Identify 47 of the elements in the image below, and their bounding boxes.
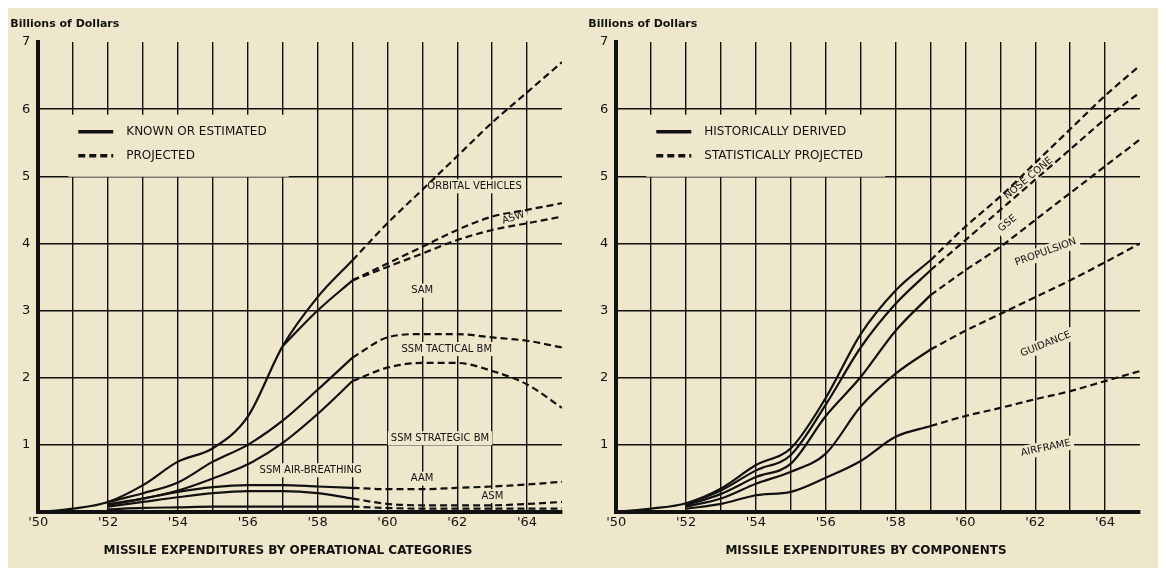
y-tick-label: 2 [599, 369, 609, 385]
x-tick-label: '56 [237, 514, 258, 530]
x-tick-label: '60 [955, 514, 976, 530]
legend-label: KNOWN OR ESTIMATED [126, 123, 267, 138]
legend-label: PROJECTED [126, 147, 195, 162]
y-tick-label: 7 [599, 33, 609, 49]
x-tick-label: '64 [1095, 514, 1116, 530]
y-tick-label: 1 [599, 436, 609, 452]
y-tick-label: 2 [21, 369, 31, 385]
text: MISSILE EXPENDITURES BY COMPONENTS [725, 542, 1007, 557]
y-axis-title: Billions of Dollars [588, 17, 698, 31]
y-tick-label: 1 [21, 436, 31, 452]
x-tick-label: '62 [447, 514, 468, 530]
annotation: ASW [500, 208, 526, 226]
y-tick-label: 4 [21, 234, 31, 250]
legend-label: STATISTICALLY PROJECTED [704, 147, 864, 162]
x-tick-label: '58 [307, 514, 328, 530]
x-tick-label: '62 [1025, 514, 1046, 530]
x-tick-label: '50 [606, 514, 627, 530]
y-tick-label: 4 [599, 234, 609, 250]
x-tick-label: '54 [745, 514, 766, 530]
y-tick-label: 5 [21, 167, 31, 183]
y-tick-label: 5 [599, 167, 609, 183]
x-tick-label: '54 [167, 514, 188, 530]
x-tick-label: '56 [815, 514, 836, 530]
x-tick-label: '60 [377, 514, 398, 530]
x-tick-label: '64 [517, 514, 538, 530]
annotation: SSM STRATEGIC BM [390, 431, 490, 443]
legend-label: HISTORICALLY DERIVED [704, 123, 847, 138]
annotation: ORBITAL VEHICLES [427, 179, 522, 191]
annotation: SAM [411, 284, 434, 296]
x-tick-label: '52 [98, 514, 119, 530]
y-tick-label: 6 [599, 100, 609, 116]
annotation: ASM [481, 489, 504, 501]
y-tick-label: 7 [21, 33, 31, 49]
x-tick-label: '58 [885, 514, 906, 530]
annotation: AAM [410, 472, 434, 484]
y-axis-title: Billions of Dollars [10, 17, 120, 31]
x-tick-label: '50 [28, 514, 49, 530]
y-tick-label: 6 [21, 100, 31, 116]
annotation: SSM TACTICAL BM [401, 342, 493, 354]
text: MISSILE EXPENDITURES BY OPERATIONAL CATEGORIES [103, 542, 473, 557]
annotation: SSM AIR-BREATHING [259, 463, 362, 475]
annotation: GSE [995, 211, 1019, 234]
y-tick-label: 3 [599, 301, 609, 317]
x-tick-label: '52 [676, 514, 697, 530]
y-tick-label: 3 [21, 301, 31, 317]
